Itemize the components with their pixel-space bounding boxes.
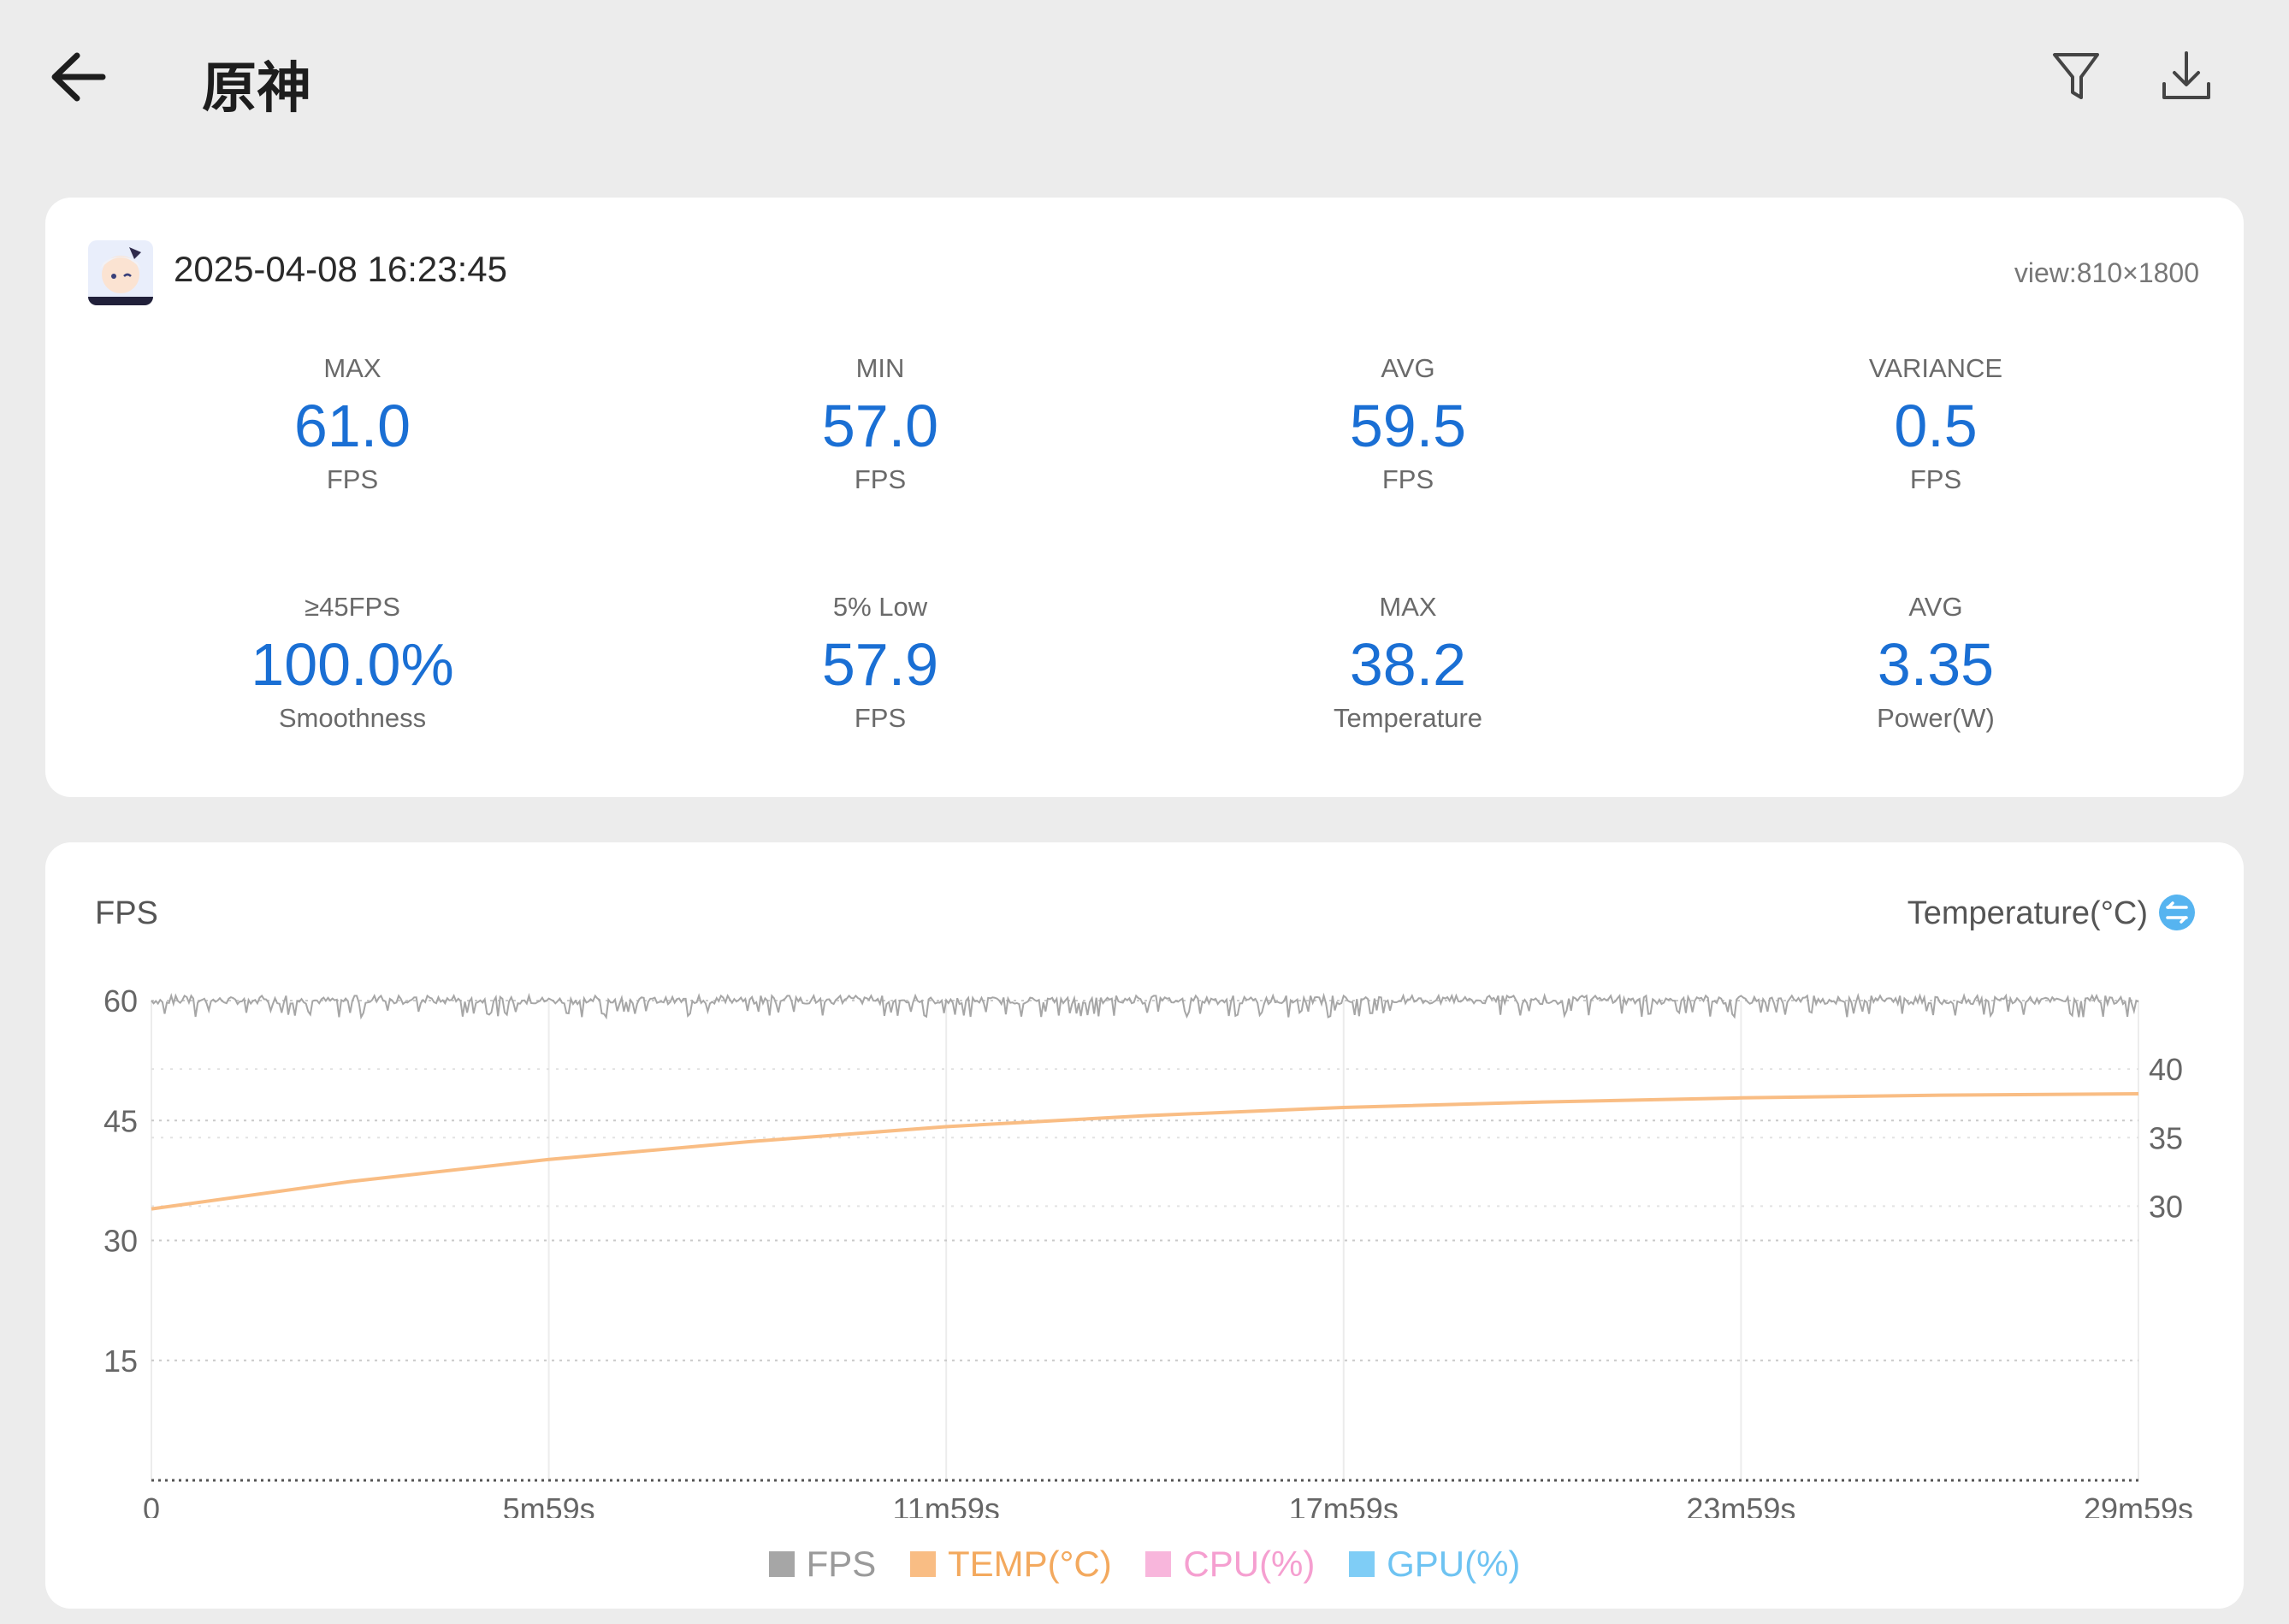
- stat-label: AVG: [1381, 353, 1435, 383]
- legend-swatch-gpu: [1349, 1551, 1375, 1577]
- stat-avg-power: AVG 3.35 Power(W): [1765, 590, 2107, 735]
- swap-axis-icon: [2159, 895, 2195, 930]
- funnel-icon: [2053, 53, 2099, 99]
- stat-label: MAX: [323, 353, 382, 383]
- legend-swatch-cpu: [1145, 1551, 1172, 1577]
- left-axis-title: FPS: [95, 895, 158, 931]
- stat-unit: FPS: [854, 703, 907, 733]
- y-tick-label-right: 40: [2149, 1052, 2183, 1087]
- stat-max-temperature: MAX 38.2 Temperature: [1237, 590, 1579, 735]
- stat-5pct-low: 5% Low 57.9 FPS: [709, 590, 1051, 735]
- swap-axis-button[interactable]: [2158, 894, 2196, 931]
- stat-value: 100.0%: [251, 631, 454, 698]
- stat-label: 5% Low: [832, 592, 928, 622]
- x-tick-label: 17m59s: [1289, 1491, 1399, 1518]
- stat-label: MAX: [1379, 592, 1437, 622]
- stat-max-fps: MAX 61.0 FPS: [181, 351, 523, 497]
- legend-temp[interactable]: TEMP(°C): [909, 1544, 1112, 1585]
- x-tick-label: 23m59s: [1686, 1491, 1795, 1518]
- stat-variance: VARIANCE 0.5 FPS: [1765, 351, 2107, 497]
- view-resolution: view:810×1800: [2014, 257, 2199, 288]
- stat-unit: Smoothness: [278, 703, 427, 733]
- x-tick-label: 5m59s: [503, 1491, 595, 1518]
- stat-label: VARIANCE: [1868, 353, 2003, 383]
- legend-gpu[interactable]: GPU(%): [1349, 1544, 1520, 1585]
- back-button[interactable]: [44, 43, 121, 120]
- legend-swatch-fps: [768, 1551, 795, 1577]
- y-tick-label-left: 15: [104, 1343, 138, 1379]
- legend-cpu[interactable]: CPU(%): [1145, 1544, 1315, 1585]
- page-title: 原神: [202, 57, 311, 119]
- stat-label: AVG: [1908, 592, 1963, 622]
- chart-plot: 60 45 30 15 40 35 30 0 5m59s 11m59s 17m59s 23m59s 29…: [104, 983, 2193, 1518]
- stat-smoothness: ≥45FPS 100.0% Smoothness: [181, 590, 523, 735]
- stat-min-fps: MIN 57.0 FPS: [709, 351, 1051, 497]
- y-tick-label-right: 30: [2149, 1189, 2183, 1224]
- x-tick-label: 11m59s: [892, 1491, 999, 1518]
- session-timestamp: 2025-04-08 16:23:45: [174, 249, 507, 289]
- legend-label: CPU(%): [1183, 1544, 1316, 1584]
- download-icon: [2162, 51, 2210, 99]
- stat-value: 0.5: [1894, 393, 1978, 459]
- stat-label: MIN: [855, 353, 905, 383]
- stat-value: 57.0: [821, 393, 939, 459]
- series-line-fps: [151, 992, 2139, 1020]
- stat-value: 57.9: [821, 631, 939, 698]
- download-button[interactable]: [2154, 44, 2219, 109]
- summary-card: 2025-04-08 16:23:45 view:810×1800 MAX 61…: [45, 198, 2244, 797]
- legend-swatch-temp: [909, 1551, 936, 1577]
- y-tick-label-left: 30: [104, 1224, 138, 1259]
- stat-unit: FPS: [1381, 464, 1434, 494]
- top-bar: 原神: [0, 0, 2289, 162]
- legend-label: FPS: [806, 1544, 877, 1584]
- legend-label: TEMP(°C): [947, 1544, 1112, 1584]
- y-tick-label-left: 60: [104, 983, 138, 1019]
- y-tick-label-right: 35: [2149, 1120, 2183, 1155]
- stat-unit: Power(W): [1877, 703, 1995, 733]
- right-axis-title: Temperature(°C): [1907, 895, 2148, 931]
- y-tick-label-left: 45: [104, 1103, 138, 1138]
- x-tick-label: 29m59s: [2084, 1491, 2193, 1518]
- stat-value: 38.2: [1349, 631, 1467, 698]
- stat-unit: Temperature: [1333, 703, 1483, 733]
- stat-unit: FPS: [1909, 464, 1962, 494]
- stat-label: ≥45FPS: [305, 592, 400, 622]
- game-avatar: [88, 240, 153, 305]
- legend-fps[interactable]: FPS: [768, 1544, 877, 1585]
- stat-value: 3.35: [1877, 631, 1995, 698]
- series-line-temp: [151, 1092, 2139, 1211]
- performance-chart-card: FPS Temperature(°C) 60 45 30 15 40 35 30 0 5m59s…: [45, 842, 2244, 1609]
- arrow-left-icon: [51, 52, 106, 102]
- chart-legend: FPS TEMP(°C) CPU(%) GPU(%): [45, 1544, 2244, 1586]
- stat-unit: FPS: [326, 464, 379, 494]
- x-tick-label: 0: [143, 1491, 160, 1518]
- stat-unit: FPS: [854, 464, 907, 494]
- stat-avg-fps: AVG 59.5 FPS: [1237, 351, 1579, 497]
- stat-value: 61.0: [293, 393, 411, 459]
- legend-label: GPU(%): [1387, 1544, 1521, 1584]
- filter-button[interactable]: [2044, 44, 2109, 109]
- stat-value: 59.5: [1349, 393, 1467, 459]
